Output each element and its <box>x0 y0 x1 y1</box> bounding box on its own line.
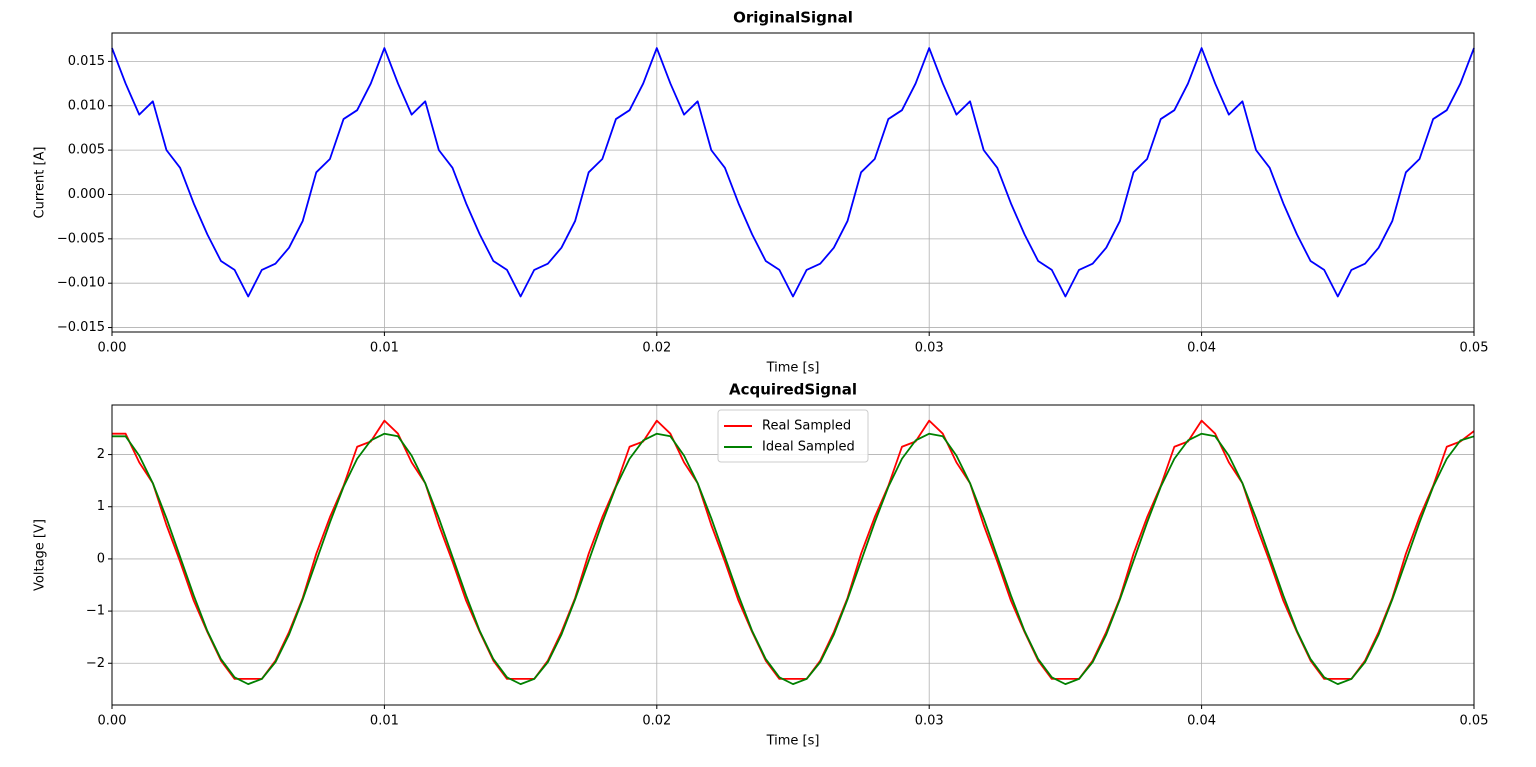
y-tick-label: 0.005 <box>68 143 105 158</box>
line-series <box>112 432 1475 686</box>
x-tick-label: 0.01 <box>370 341 399 356</box>
x-tick-label: 0.03 <box>915 341 944 356</box>
legend: Real Sampled Ideal Sampled <box>717 409 869 463</box>
x-tick-label: 0.00 <box>98 341 127 356</box>
x-tick-label: 0.02 <box>642 714 671 729</box>
y-tick-label: −0.015 <box>57 320 105 335</box>
x-axis-label: Time [s] <box>766 361 820 376</box>
y-axis-label: Current [A] <box>33 147 48 219</box>
y-tick-label: 0.010 <box>68 98 105 113</box>
axes-title: OriginalSignal <box>733 9 853 27</box>
x-tick-label: 0.02 <box>642 341 671 356</box>
legend-box <box>717 409 869 463</box>
line-series <box>111 47 1475 298</box>
axes: OriginalSignal 0.00 0.01 0.02 0.03 0.04 0.05 −0… <box>33 9 1489 376</box>
y-tick-label: 0 <box>97 551 105 566</box>
y-tick-label: −0.005 <box>57 231 105 246</box>
legend-label: Real Sampled <box>762 419 851 434</box>
y-tick-label: 2 <box>97 447 105 462</box>
axes-title: AcquiredSignal <box>729 381 857 399</box>
x-tick-label: 0.04 <box>1187 714 1216 729</box>
y-axis-label: Voltage [V] <box>33 519 48 591</box>
y-tick-label: −0.010 <box>57 276 105 291</box>
x-tick-label: 0.05 <box>1460 714 1489 729</box>
x-tick-label: 0.04 <box>1187 341 1216 356</box>
x-axis-label: Time [s] <box>766 734 820 749</box>
x-tick-label: 0.05 <box>1460 341 1489 356</box>
y-tick-label: −1 <box>86 604 105 619</box>
axes-frame <box>111 32 1475 333</box>
y-tick-label: 0.015 <box>68 54 105 69</box>
x-tick-label: 0.01 <box>370 714 399 729</box>
axes: AcquiredSignal 0.00 0.01 0.02 0.03 0.04 0.05 −2… <box>33 381 1489 749</box>
y-tick-label: 0.000 <box>68 187 105 202</box>
x-tick-label: 0.00 <box>98 714 127 729</box>
x-tick-label: 0.03 <box>915 714 944 729</box>
axes-frame <box>111 404 1475 706</box>
legend-label: Ideal Sampled <box>762 440 855 455</box>
y-tick-label: 1 <box>97 499 105 514</box>
y-tick-label: −2 <box>86 656 105 671</box>
